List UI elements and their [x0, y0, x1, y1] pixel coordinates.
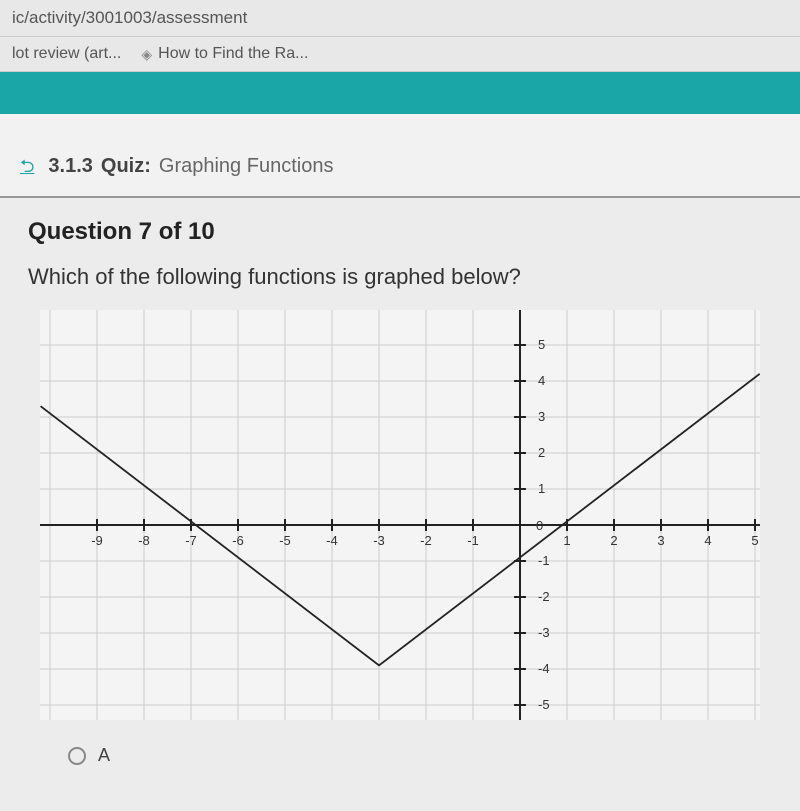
answer-options: A [28, 720, 772, 791]
question-text: Which of the following functions is grap… [28, 264, 772, 290]
answer-a-label: A [98, 745, 110, 766]
back-icon[interactable]: ⮌ [20, 154, 34, 184]
chart-svg: -9 -8 -7 -6 -5 -4 -3 -2 -1 1 2 3 4 5 -5 -4 -3 -2 -1 1 2 3 4 5 0 [40, 310, 760, 720]
svg-text:-3: -3 [538, 625, 550, 640]
app-header-bar [0, 72, 800, 114]
svg-text:5: 5 [538, 337, 545, 352]
svg-text:-7: -7 [185, 533, 197, 548]
svg-text:1: 1 [538, 481, 545, 496]
svg-text:-1: -1 [467, 533, 479, 548]
bookmark-1-label: lot review (art... [12, 45, 121, 63]
svg-text:-5: -5 [279, 533, 291, 548]
quiz-number: 3.1.3 [48, 155, 92, 178]
svg-text:-2: -2 [538, 589, 550, 604]
url-text: ic/activity/3001003/assessment [12, 8, 247, 27]
svg-text:2: 2 [538, 445, 545, 460]
radio-icon [68, 747, 86, 765]
header-spacer [0, 114, 800, 144]
svg-text:3: 3 [657, 533, 664, 548]
svg-text:-8: -8 [138, 533, 150, 548]
svg-text:-3: -3 [373, 533, 385, 548]
function-chart: -9 -8 -7 -6 -5 -4 -3 -2 -1 1 2 3 4 5 -5 -4 -3 -2 -1 1 2 3 4 5 0 [40, 310, 760, 720]
answer-a[interactable]: A [68, 745, 732, 766]
bookmark-1[interactable]: lot review (art... [12, 45, 121, 63]
quiz-title: Graphing Functions [159, 155, 334, 178]
svg-text:3: 3 [538, 409, 545, 424]
svg-text:2: 2 [610, 533, 617, 548]
globe-icon: ◈ [141, 46, 152, 63]
quiz-header: ⮌ 3.1.3 Quiz: Graphing Functions [0, 144, 800, 198]
bookmark-2[interactable]: ◈ How to Find the Ra... [141, 45, 308, 63]
svg-text:-2: -2 [420, 533, 432, 548]
svg-text:0: 0 [536, 518, 543, 533]
svg-text:-6: -6 [232, 533, 244, 548]
svg-text:4: 4 [704, 533, 711, 548]
quiz-label: Quiz: [101, 155, 151, 178]
bookmark-2-label: How to Find the Ra... [158, 45, 308, 63]
svg-text:-1: -1 [538, 553, 550, 568]
svg-text:-5: -5 [538, 697, 550, 712]
svg-text:-4: -4 [538, 661, 550, 676]
svg-text:-4: -4 [326, 533, 338, 548]
bookmarks-bar: lot review (art... ◈ How to Find the Ra.… [0, 37, 800, 72]
url-bar: ic/activity/3001003/assessment [0, 0, 800, 37]
question-content: Question 7 of 10 Which of the following … [0, 198, 800, 811]
svg-text:-9: -9 [91, 533, 103, 548]
question-number: Question 7 of 10 [28, 218, 772, 246]
svg-text:4: 4 [538, 373, 545, 388]
svg-text:1: 1 [563, 533, 570, 548]
svg-text:5: 5 [751, 533, 758, 548]
